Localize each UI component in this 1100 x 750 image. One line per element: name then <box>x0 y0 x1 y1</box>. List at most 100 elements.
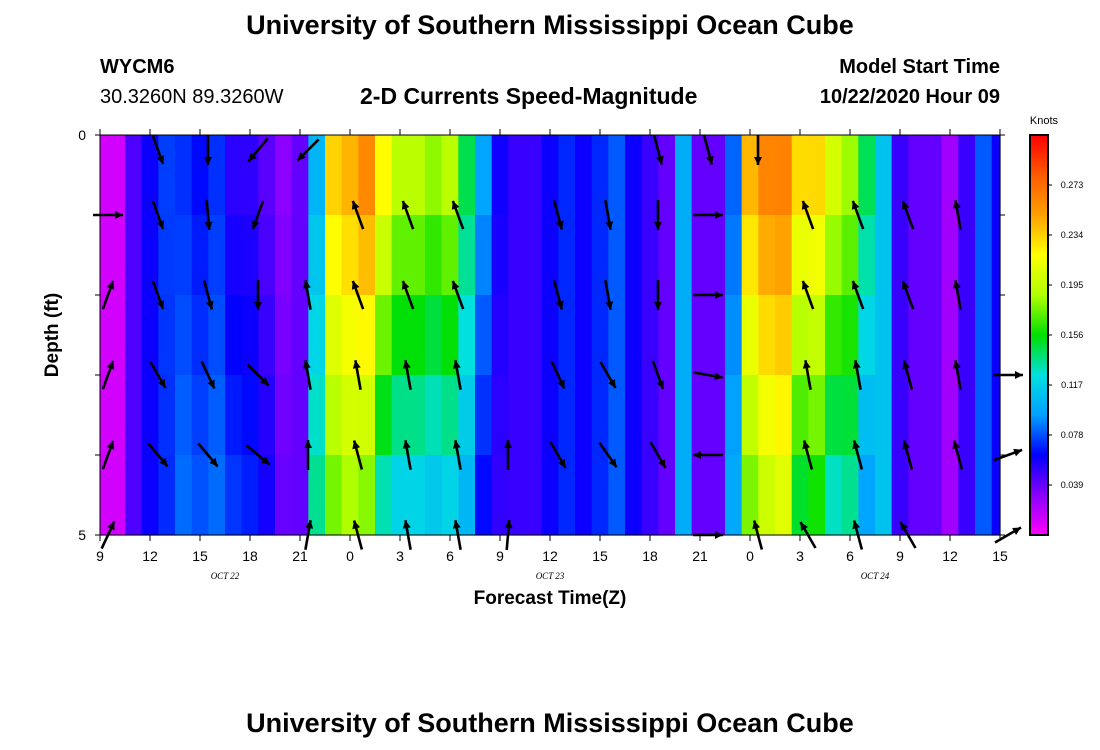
current-vector <box>649 441 667 469</box>
heatmap-cell <box>508 295 526 376</box>
heatmap-cell <box>975 375 993 456</box>
heatmap-cell <box>775 135 793 216</box>
heatmap-cell <box>658 135 676 216</box>
x-tick-label: 3 <box>796 548 804 564</box>
heatmap-cell <box>208 455 226 536</box>
heatmap-cell <box>458 455 476 536</box>
heatmap-cell <box>241 215 259 296</box>
heatmap-cell <box>641 455 659 536</box>
heatmap-cell <box>191 455 209 536</box>
heatmap-cell <box>141 135 159 216</box>
heatmap-cell <box>158 375 176 456</box>
heatmap-cell <box>508 375 526 456</box>
heatmap-cell <box>108 455 126 536</box>
heatmap-cell <box>291 135 309 216</box>
heatmap-cell <box>708 295 726 376</box>
current-vector <box>351 280 365 310</box>
heatmap-cell <box>875 375 893 456</box>
current-vector <box>200 360 216 390</box>
heatmap-cell <box>775 375 793 456</box>
x-tick-label: 3 <box>396 548 404 564</box>
current-vector <box>247 137 269 163</box>
heatmap-cell <box>958 295 976 376</box>
heatmap-cell <box>508 215 526 296</box>
heatmap-cell <box>858 375 876 456</box>
colorbar-unit: Knots <box>1030 115 1059 127</box>
heatmap-cell <box>841 455 859 536</box>
current-vector <box>101 360 115 390</box>
current-vector <box>702 135 714 165</box>
heatmap-cell <box>608 215 626 296</box>
heatmap-cell <box>141 295 159 376</box>
current-vector <box>802 440 814 470</box>
current-vector <box>204 135 212 165</box>
heatmap-cell <box>791 135 809 216</box>
heatmap-cell <box>308 135 326 216</box>
heatmap-cell <box>175 215 193 296</box>
heatmap-cell <box>941 455 959 536</box>
heatmap-cell <box>908 295 926 376</box>
heatmap-cell <box>808 215 826 296</box>
heatmap-cell <box>475 375 493 456</box>
heatmap-cell <box>291 295 309 376</box>
current-vector <box>151 135 165 165</box>
heatmap-cell <box>825 455 843 536</box>
current-vector <box>452 360 462 390</box>
heatmap-cell <box>125 455 143 536</box>
heatmap-cell <box>375 295 393 376</box>
heatmap-cell <box>758 455 776 536</box>
heatmap-cell <box>225 455 243 536</box>
heatmap-cell <box>375 135 393 216</box>
page-title-top: University of Southern Mississippi Ocean… <box>246 10 854 40</box>
heatmap-cell <box>675 375 693 456</box>
heatmap-cell <box>908 135 926 216</box>
heatmap-cell <box>358 215 376 296</box>
heatmap-cell <box>558 215 576 296</box>
x-tick-label: 6 <box>446 548 454 564</box>
heatmap-cell <box>775 215 793 296</box>
heatmap-cell <box>975 295 993 376</box>
heatmap-cell <box>158 215 176 296</box>
heatmap-cells <box>100 135 1001 536</box>
heatmap-cell <box>925 295 943 376</box>
heatmap-cell <box>658 295 676 376</box>
current-vector <box>351 200 365 230</box>
heatmap-cell <box>225 375 243 456</box>
heatmap-cell <box>408 455 426 536</box>
current-vector <box>993 371 1023 379</box>
heatmap-cell <box>258 455 276 536</box>
heatmap-cell <box>725 215 743 296</box>
heatmap-cell <box>491 455 509 536</box>
current-vectors <box>93 135 1023 551</box>
heatmap-cell <box>975 455 993 536</box>
heatmap-cell <box>408 295 426 376</box>
current-vector <box>401 200 415 230</box>
heatmap-cell <box>875 295 893 376</box>
heatmap-cell <box>375 375 393 456</box>
heatmap-cell <box>758 375 776 456</box>
heatmap-cell <box>208 375 226 456</box>
heatmap-cell <box>908 215 926 296</box>
x-tick-label: 6 <box>846 548 854 564</box>
heatmap-cell <box>100 295 109 376</box>
heatmap-cell <box>341 295 359 376</box>
heatmap-cell <box>241 135 259 216</box>
current-vector <box>801 200 815 230</box>
heatmap-cell <box>458 215 476 296</box>
heatmap-cell <box>108 215 126 296</box>
heatmap-cell <box>158 295 176 376</box>
heatmap-cell <box>541 135 559 216</box>
current-vector <box>952 440 964 470</box>
heatmap-cell <box>558 135 576 216</box>
heatmap-cell <box>491 215 509 296</box>
heatmap-cell <box>391 135 409 216</box>
heatmap-cell <box>925 455 943 536</box>
heatmap-cell <box>825 295 843 376</box>
heatmap-cell <box>308 295 326 376</box>
heatmap-cell <box>325 375 343 456</box>
heatmap-cell <box>341 375 359 456</box>
current-vector <box>851 280 865 310</box>
current-vector <box>549 441 567 469</box>
heatmap-cell <box>275 215 293 296</box>
current-vector <box>852 360 862 390</box>
